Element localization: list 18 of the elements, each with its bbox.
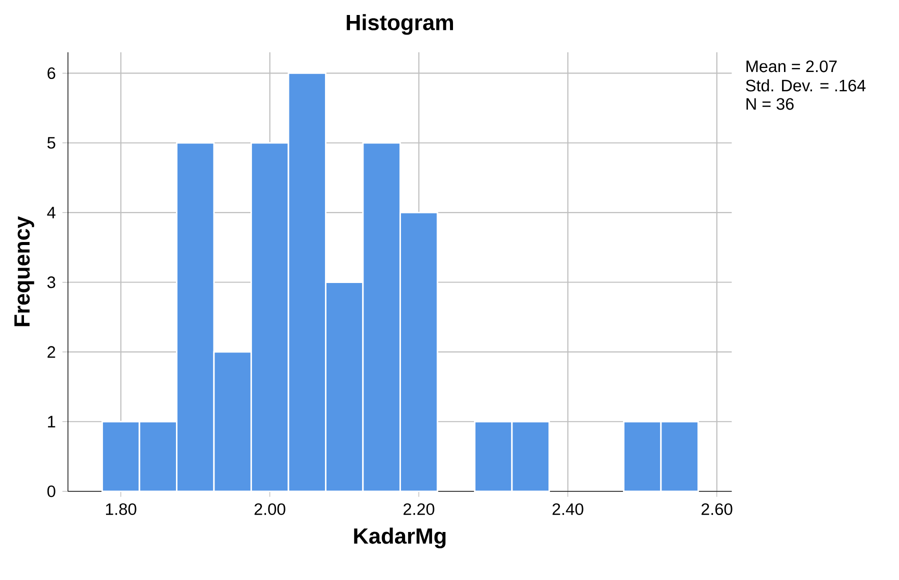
y-tick-label: 6 xyxy=(48,67,56,79)
y-tick-label: 5 xyxy=(47,137,56,149)
x-tick-label: 2.60 xyxy=(702,503,732,515)
x-tick-label: 2.20 xyxy=(404,503,434,515)
y-tick-label: 0 xyxy=(47,485,56,498)
x-tick-label: 1.80 xyxy=(106,503,136,515)
y-tick-label: 3 xyxy=(47,276,56,288)
y-tick-label: 1 xyxy=(48,416,56,428)
y-axis-title: Frequency xyxy=(14,216,34,326)
x-tick-label: 2.40 xyxy=(552,503,584,515)
chart-title: Histogram xyxy=(346,14,453,35)
text: Std. Dev. = .164 xyxy=(746,79,866,92)
text: Mean = 2.07 xyxy=(746,60,837,72)
y-tick-label: 4 xyxy=(47,206,56,218)
x-tick-label: 2.00 xyxy=(254,503,286,515)
y-tick-label: 2 xyxy=(48,346,56,358)
text: N = 36 xyxy=(746,98,794,110)
x-axis-title: KadarMg xyxy=(354,528,446,548)
